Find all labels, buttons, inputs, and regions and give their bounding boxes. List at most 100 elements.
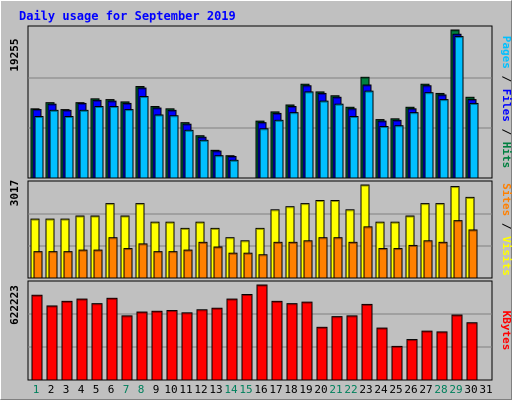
bar-pages-day-14 (229, 159, 239, 179)
x-tick-label-day-29: 29 (449, 383, 462, 396)
bar-kbytes-day-14 (226, 298, 238, 381)
bar-kbytes-day-13 (211, 307, 223, 381)
bar-kbytes-day-11 (181, 312, 193, 381)
bar-kbytes-day-15 (241, 294, 253, 381)
bar-pages-day-29 (454, 36, 464, 179)
x-tick-label-day-20: 20 (314, 383, 327, 396)
legend-part-0: Pages (500, 36, 512, 69)
bar-sites-day-27 (423, 240, 433, 279)
bar-pages-day-23 (364, 90, 374, 179)
x-tick-label-day-5: 5 (93, 383, 100, 396)
bar-pages-day-1 (34, 116, 44, 179)
panel-top-max-label: 19255 (8, 38, 21, 71)
x-tick-label-day-3: 3 (63, 383, 70, 396)
legend-part-0: KBytes (500, 311, 512, 351)
bar-kbytes-day-25 (391, 345, 403, 381)
legend-part-1: / (500, 216, 512, 236)
bar-sites-day-4 (78, 249, 88, 279)
bar-pages-day-27 (424, 92, 434, 179)
x-tick-label-day-21: 21 (329, 383, 342, 396)
bar-kbytes-day-2 (46, 305, 58, 381)
bar-kbytes-day-21 (331, 316, 343, 381)
bar-pages-day-9 (154, 114, 164, 179)
bar-kbytes-day-10 (166, 310, 178, 381)
bar-kbytes-day-24 (376, 327, 388, 381)
bar-sites-day-9 (153, 251, 163, 279)
bar-kbytes-day-23 (361, 303, 373, 381)
bar-kbytes-day-1 (31, 294, 43, 381)
bar-pages-day-10 (169, 115, 179, 179)
bar-pages-day-3 (64, 116, 74, 179)
bar-kbytes-day-9 (151, 310, 163, 381)
bar-sites-day-10 (168, 251, 178, 279)
x-tick-label-day-12: 12 (194, 383, 207, 396)
bar-sites-day-14 (228, 252, 238, 279)
x-tick-label-day-17: 17 (269, 383, 282, 396)
bar-pages-day-8 (139, 96, 149, 179)
panel-top-legend-label: Pages / Files / Hits (500, 36, 512, 169)
bar-sites-day-26 (408, 244, 418, 279)
bar-sites-day-30 (468, 229, 478, 279)
x-tick-label-day-18: 18 (284, 383, 297, 396)
bar-pages-day-5 (94, 106, 104, 179)
bar-sites-day-22 (348, 241, 358, 279)
x-tick-label-day-25: 25 (389, 383, 402, 396)
bar-sites-day-29 (453, 220, 463, 279)
bar-sites-day-7 (123, 248, 133, 279)
bar-kbytes-day-19 (301, 301, 313, 381)
bar-kbytes-day-5 (91, 303, 103, 381)
bar-sites-day-8 (138, 243, 148, 279)
bar-sites-day-17 (273, 241, 283, 279)
bar-kbytes-day-28 (436, 331, 448, 381)
bar-sites-day-16 (258, 254, 268, 279)
x-tick-label-day-28: 28 (434, 383, 447, 396)
bar-kbytes-day-4 (76, 298, 88, 381)
bar-pages-day-6 (109, 106, 119, 179)
x-tick-label-day-2: 2 (48, 383, 55, 396)
bar-sites-day-6 (108, 237, 118, 279)
bar-pages-day-13 (214, 155, 224, 179)
bar-kbytes-day-20 (316, 326, 328, 381)
x-tick-label-day-22: 22 (344, 383, 357, 396)
x-tick-label-day-14: 14 (224, 383, 238, 396)
x-tick-label-day-8: 8 (138, 383, 145, 396)
bar-kbytes-day-16 (256, 284, 268, 381)
bar-pages-day-4 (79, 109, 89, 179)
x-tick-label-day-23: 23 (359, 383, 372, 396)
bar-kbytes-day-6 (106, 297, 118, 381)
panel-middle-legend-label: Sites / Visits (500, 183, 512, 276)
legend-part-2: Visits (500, 236, 512, 276)
bar-kbytes-day-12 (196, 309, 208, 381)
bar-pages-day-2 (49, 109, 59, 179)
bar-pages-day-26 (409, 112, 419, 179)
bar-pages-day-17 (274, 119, 284, 179)
x-tick-label-day-26: 26 (404, 383, 417, 396)
legend-part-0: Sites (500, 183, 512, 216)
x-tick-label-day-31: 31 (479, 383, 492, 396)
bar-kbytes-day-8 (136, 311, 148, 381)
bar-sites-day-20 (318, 237, 328, 279)
bar-kbytes-day-27 (421, 330, 433, 381)
chart-title: Daily usage for September 2019 (19, 9, 236, 23)
x-tick-label-day-27: 27 (419, 383, 432, 396)
bar-sites-day-23 (363, 226, 373, 279)
bar-kbytes-day-29 (451, 314, 463, 381)
x-tick-label-day-30: 30 (464, 383, 477, 396)
bar-sites-day-24 (378, 248, 388, 279)
bar-kbytes-day-30 (466, 322, 478, 381)
bar-kbytes-day-17 (271, 300, 283, 381)
bar-sites-day-18 (288, 241, 298, 279)
legend-part-3: / (500, 122, 512, 142)
bar-kbytes-day-26 (406, 339, 418, 381)
bar-pages-day-19 (304, 91, 314, 179)
panel-middle-max-label: 3017 (8, 180, 21, 207)
bar-pages-day-24 (379, 126, 389, 179)
bar-sites-day-28 (438, 241, 448, 279)
bar-sites-day-5 (93, 249, 103, 279)
bar-pages-day-21 (334, 103, 344, 179)
bar-pages-day-28 (439, 99, 449, 179)
bar-sites-day-11 (183, 249, 193, 279)
bar-pages-day-20 (319, 100, 329, 179)
bar-pages-day-22 (349, 116, 359, 179)
